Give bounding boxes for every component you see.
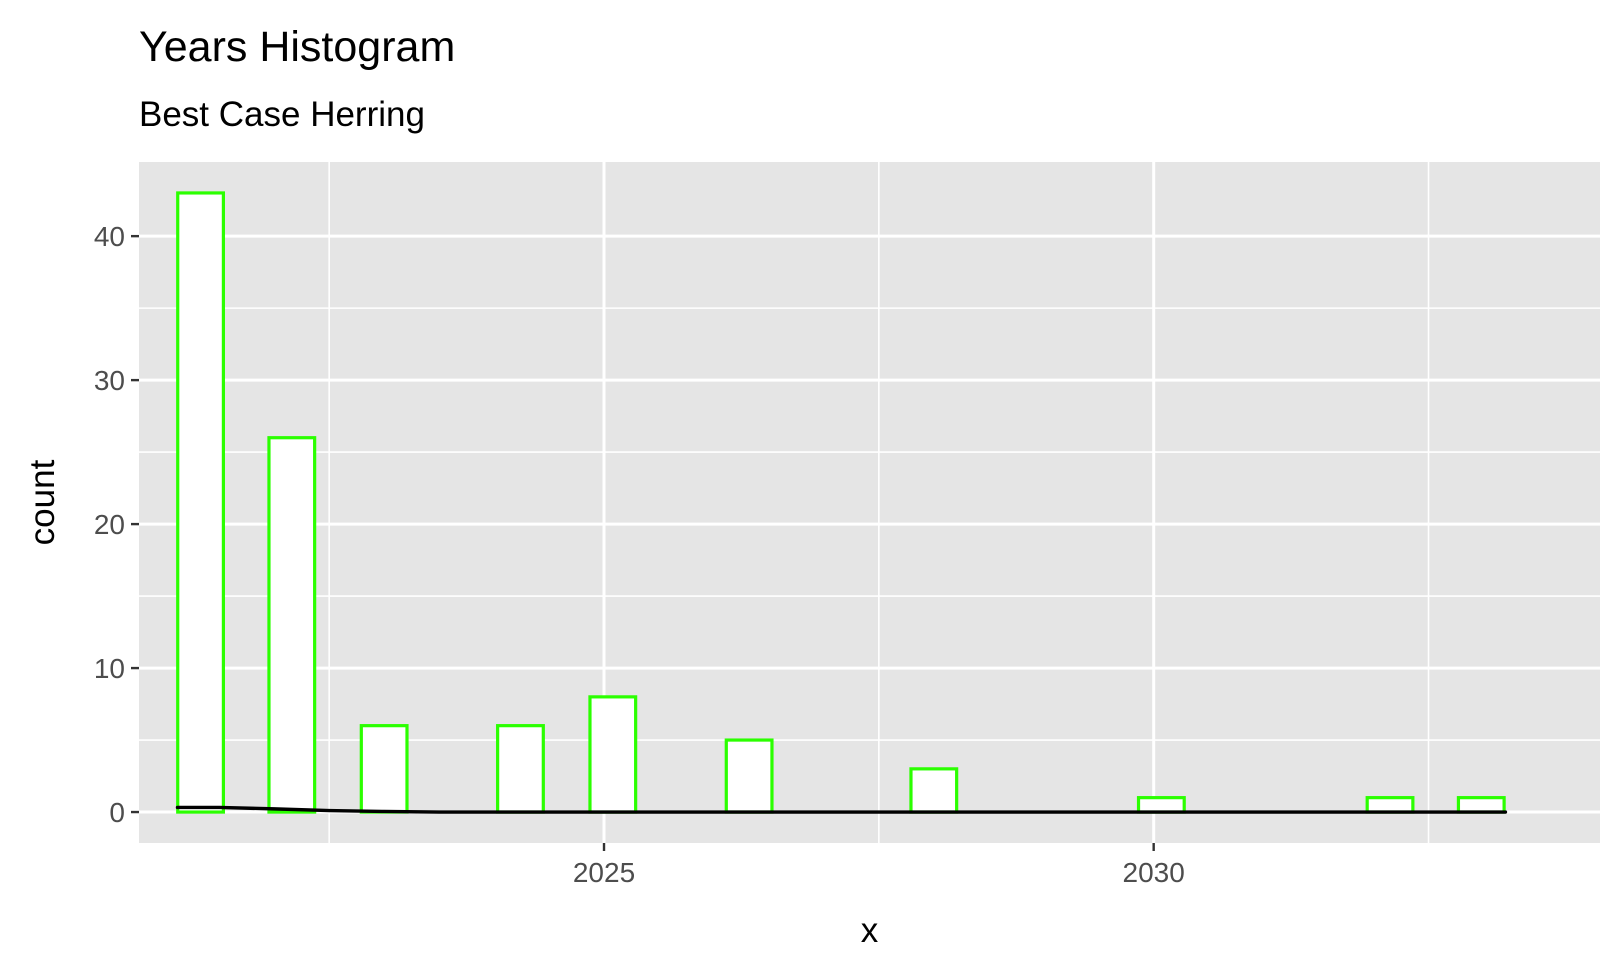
x-axis: 2025 2030 — [573, 843, 1185, 888]
histogram-bar — [359, 724, 409, 814]
x-tick-label: 2030 — [1123, 857, 1185, 888]
chart-subtitle: Best Case Herring — [139, 95, 425, 134]
histogram-bar — [176, 191, 226, 814]
y-tick-label: 40 — [94, 221, 125, 252]
y-tick-label: 30 — [94, 365, 125, 396]
density-line — [175, 805, 1508, 814]
histogram-bar — [588, 695, 638, 814]
y-tick-label: 0 — [109, 797, 125, 828]
histogram-bar — [1136, 796, 1186, 814]
histogram-bar — [909, 767, 959, 814]
y-axis-title: count — [23, 459, 62, 545]
histogram-bar — [1456, 796, 1506, 814]
y-tick-label: 20 — [94, 509, 125, 540]
x-tick-label: 2025 — [573, 857, 635, 888]
histogram-bar — [1365, 796, 1415, 814]
chart-title: Years Histogram — [139, 23, 455, 71]
x-axis-title: x — [861, 911, 879, 950]
histogram-bar — [496, 724, 545, 814]
y-axis: 0 10 20 30 40 — [94, 221, 139, 828]
histogram-bar — [724, 738, 774, 814]
histogram-bar — [267, 436, 317, 814]
y-tick-label: 10 — [94, 653, 125, 684]
histogram-bars — [176, 191, 1506, 814]
density-curve — [175, 805, 1508, 814]
